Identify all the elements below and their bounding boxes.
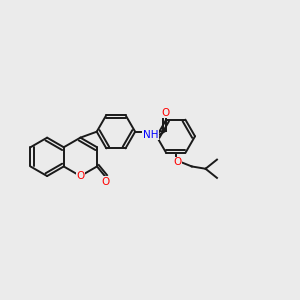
Text: O: O [101,177,110,187]
Text: O: O [162,107,170,118]
Text: NH: NH [143,130,158,140]
Text: O: O [173,157,182,167]
Text: O: O [76,171,85,181]
